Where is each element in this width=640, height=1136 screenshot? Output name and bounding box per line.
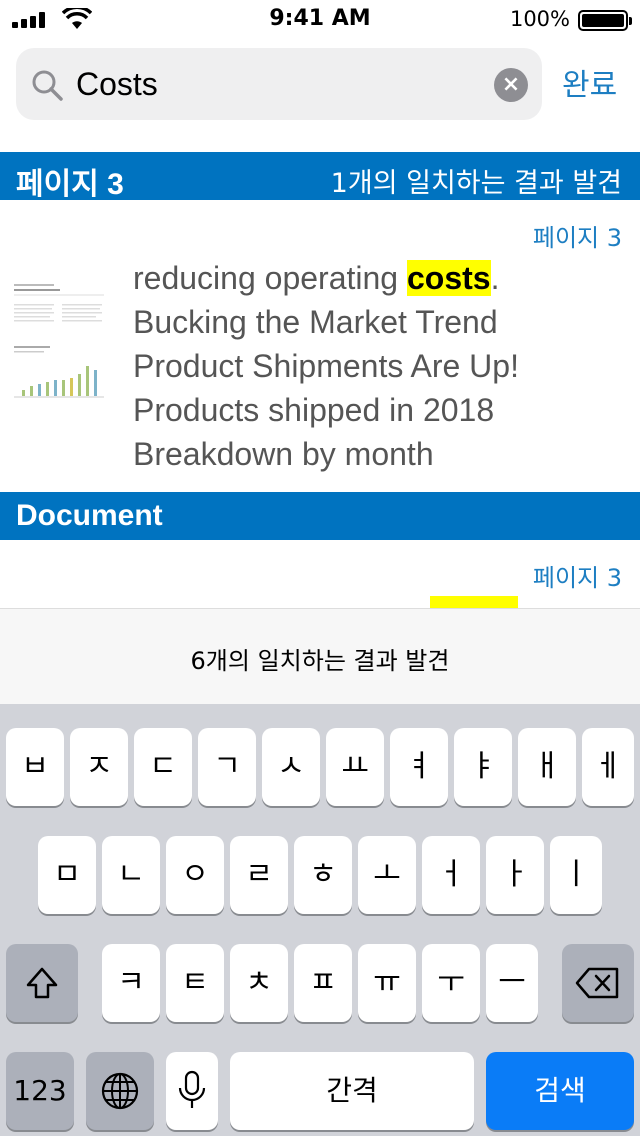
section-header-document: Document [0, 492, 640, 540]
page-thumbnail[interactable] [8, 270, 108, 400]
section-title: 페이지 3 [16, 168, 124, 201]
highlighted-match-partial [430, 596, 518, 608]
section-title: Document [16, 499, 163, 532]
result-page-label: 페이지 3 [532, 224, 622, 252]
key-r[interactable]: ㄹ [230, 836, 288, 914]
key-ng[interactable]: ㅇ [166, 836, 224, 914]
cellular-signal-icon [12, 12, 48, 28]
result-page-label: 페이지 3 [532, 564, 622, 592]
key-b[interactable]: ㅂ [6, 728, 64, 806]
search-result-snippet[interactable]: reducing operating costs. Bucking the Ma… [133, 256, 613, 476]
search-bar[interactable]: × [16, 48, 542, 120]
key-yo[interactable]: ㅛ [326, 728, 384, 806]
status-time: 9:41 AM [269, 6, 371, 31]
key-ae[interactable]: ㅐ [518, 728, 576, 806]
done-button[interactable]: 완료 [562, 68, 618, 103]
key-p[interactable]: ㅍ [294, 944, 352, 1022]
shift-key[interactable] [6, 944, 78, 1022]
result-line: reducing operating costs. [133, 256, 613, 300]
key-t[interactable]: ㅌ [166, 944, 224, 1022]
key-m[interactable]: ㅁ [38, 836, 96, 914]
numbers-key[interactable]: 123 [6, 1052, 74, 1130]
match-count-bar: 6개의 일치하는 결과 발견 [0, 608, 640, 704]
microphone-key[interactable] [166, 1052, 218, 1130]
key-g[interactable]: ㄱ [198, 728, 256, 806]
total-match-count: 6개의 일치하는 결과 발견 [190, 647, 450, 675]
status-bar: 9:41 AM 100% [0, 0, 640, 40]
section-header-page-3: 페이지 3 1개의 일치하는 결과 발견 [0, 152, 640, 201]
microphone-icon [178, 1070, 206, 1108]
key-eo[interactable]: ㅓ [422, 836, 480, 914]
search-icon [32, 70, 63, 101]
key-d[interactable]: ㄷ [134, 728, 192, 806]
battery-percentage: 100% [509, 7, 570, 31]
key-s[interactable]: ㅅ [262, 728, 320, 806]
result-line: Products shipped in 2018 [133, 392, 495, 428]
result-text-after: . [490, 260, 500, 296]
key-eu[interactable]: ㅡ [486, 944, 538, 1022]
wifi-icon [62, 8, 92, 29]
key-o[interactable]: ㅗ [358, 836, 416, 914]
search-input[interactable] [76, 60, 496, 108]
section-match-count: 1개의 일치하는 결과 발견 [330, 168, 622, 199]
korean-keyboard: ㅂ ㅈ ㄷ ㄱ ㅅ ㅛ ㅕ ㅑ ㅐ ㅔ ㅁ ㄴ ㅇ ㄹ ㅎ ㅗ ㅓ ㅏ ㅣ ㅋ … [0, 704, 640, 1136]
battery-icon [578, 10, 632, 31]
delete-key[interactable] [562, 944, 634, 1022]
key-ch[interactable]: ㅊ [230, 944, 288, 1022]
key-u[interactable]: ㅜ [422, 944, 480, 1022]
key-a[interactable]: ㅏ [486, 836, 544, 914]
result-line: Product Shipments Are Up! [133, 348, 519, 384]
space-key[interactable]: 간격 [230, 1052, 474, 1130]
search-key[interactable]: 검색 [486, 1052, 634, 1130]
result-text-before: reducing operating [133, 260, 407, 296]
result-line: Bucking the Market Trend [133, 304, 498, 340]
globe-icon [101, 1072, 139, 1110]
key-e[interactable]: ㅔ [582, 728, 634, 806]
key-n[interactable]: ㄴ [102, 836, 160, 914]
highlighted-match: costs [406, 260, 491, 296]
globe-key[interactable] [86, 1052, 154, 1130]
key-j[interactable]: ㅈ [70, 728, 128, 806]
delete-icon [575, 967, 619, 999]
key-k[interactable]: ㅋ [102, 944, 160, 1022]
result-line: Breakdown by month [133, 436, 434, 472]
key-h[interactable]: ㅎ [294, 836, 352, 914]
key-ya[interactable]: ㅑ [454, 728, 512, 806]
key-yu[interactable]: ㅠ [358, 944, 416, 1022]
shift-icon [26, 967, 58, 999]
clear-search-button[interactable]: × [494, 68, 528, 102]
thumbnail-preview-image [8, 270, 108, 400]
key-yeo[interactable]: ㅕ [390, 728, 448, 806]
key-i[interactable]: ㅣ [550, 836, 602, 914]
